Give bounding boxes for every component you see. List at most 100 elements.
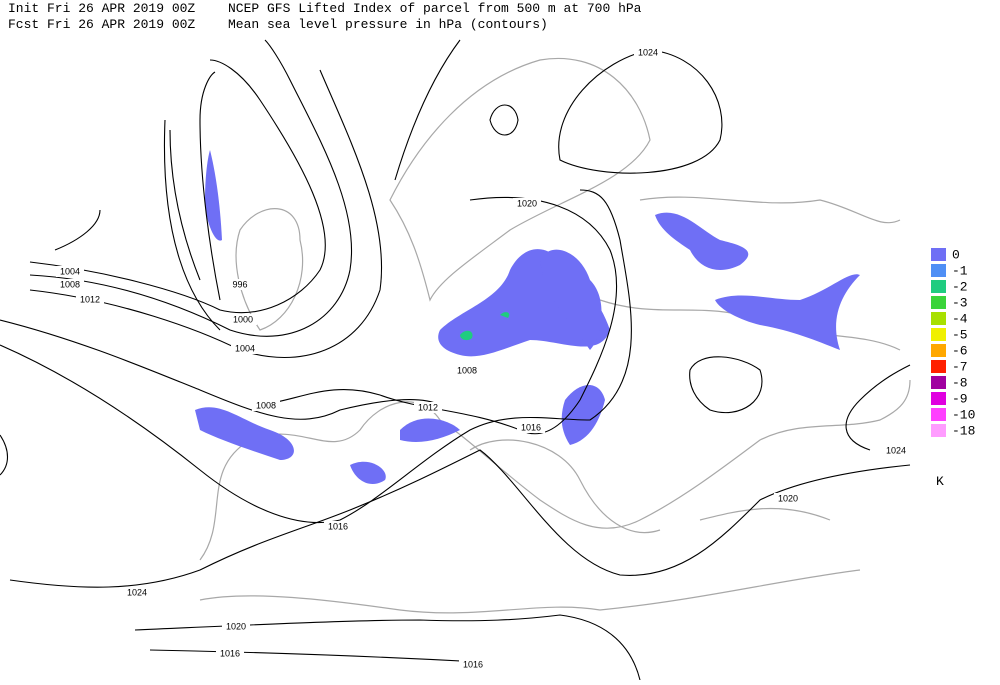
contour-label-bg [517, 422, 545, 433]
isobar [558, 49, 723, 174]
legend-label: -18 [952, 423, 975, 438]
legend-label: -7 [952, 359, 968, 374]
contour-label-bg [513, 198, 541, 209]
legend-label: 0 [952, 247, 960, 262]
legend-swatch [931, 424, 946, 437]
legend-label: -8 [952, 375, 968, 390]
legend-swatch [931, 248, 946, 261]
contour-label-bg [226, 279, 254, 290]
contour-label: 1024 [886, 445, 906, 455]
legend-swatch [931, 296, 946, 309]
contour-labels: 1024102010041008101299610001004100810081… [56, 47, 910, 670]
contour-label: 1008 [457, 365, 477, 375]
contour-label-bg [229, 314, 257, 325]
isobar [163, 39, 461, 331]
unstable-area [561, 385, 605, 445]
isobar [259, 196, 618, 435]
contour-label-bg [252, 400, 280, 411]
contour-label-bg [222, 621, 250, 632]
legend-label: -2 [952, 279, 968, 294]
contour-label: 1012 [418, 402, 438, 412]
contour-label: 1000 [233, 314, 253, 324]
legend-swatch [931, 376, 946, 389]
init-line: Init Fri 26 APR 2019 00Z [8, 1, 195, 16]
unstable-area [540, 249, 602, 350]
legend-label: -1 [952, 263, 968, 278]
contour-label-bg [76, 294, 104, 305]
unstable-area [205, 150, 222, 241]
unstable-area [350, 461, 386, 485]
contour-label: 1004 [235, 343, 255, 353]
isobar [0, 319, 441, 420]
coastline [469, 439, 831, 534]
contour-label: 1016 [220, 648, 240, 658]
contour-label: 1016 [463, 659, 483, 669]
contour-label-bg [216, 648, 244, 659]
isobar [689, 356, 763, 414]
legend-swatch [931, 328, 946, 341]
contour-label: 1008 [256, 400, 276, 410]
isobar [29, 39, 353, 337]
contour-label-bg [231, 343, 259, 354]
unstable-area [195, 407, 294, 460]
map-title: NCEP GFS Lifted Index of parcel from 500… [228, 1, 642, 16]
contour-label: 1020 [517, 198, 537, 208]
fcst-line: Fcst Fri 26 APR 2019 00Z [8, 17, 195, 32]
unstable-area [400, 418, 460, 442]
legend-unit: K [936, 474, 944, 489]
isobar [29, 59, 326, 314]
isobar [169, 71, 221, 301]
contour-label: 1016 [521, 422, 541, 432]
contour-label: 1012 [80, 294, 100, 304]
isobar [9, 449, 911, 588]
contour-label-bg [414, 402, 442, 413]
legend-label: -9 [952, 391, 968, 406]
legend-label: -6 [952, 343, 968, 358]
legend-swatch [931, 264, 946, 277]
legend-swatch [931, 312, 946, 325]
legend-label: -10 [952, 407, 975, 422]
coastline [199, 569, 861, 614]
isobars [0, 39, 911, 681]
legend-label: -3 [952, 295, 968, 310]
contour-label: 1016 [328, 521, 348, 531]
unstable-core [460, 312, 510, 341]
contour-label-bg [459, 659, 487, 670]
map-subtitle: Mean sea level pressure in hPa (contours… [228, 17, 548, 32]
contour-label: 1020 [778, 493, 798, 503]
isobar [489, 104, 519, 136]
isobar [149, 649, 481, 663]
contour-label-bg [324, 521, 352, 532]
isobar [54, 209, 911, 451]
isobar [0, 434, 9, 476]
contour-label: 1024 [127, 587, 147, 597]
contour-label: 1008 [60, 279, 80, 289]
contour-label-bg [634, 47, 662, 58]
unstable-area [655, 212, 749, 270]
instability-areas [195, 150, 860, 485]
isobar [134, 614, 641, 681]
legend-swatch [931, 280, 946, 293]
contour-label: 996 [232, 279, 247, 289]
legend-swatch [931, 360, 946, 373]
isobar [0, 189, 632, 524]
legend-swatch [931, 344, 946, 357]
legend-swatch [931, 392, 946, 405]
legend-swatch [931, 408, 946, 421]
legend-label: -5 [952, 327, 968, 342]
contour-label-bg [123, 587, 151, 598]
contour-label-bg [882, 445, 910, 456]
contour-label: 1024 [638, 47, 658, 57]
contour-label-bg [56, 279, 84, 290]
contour-label-bg [453, 365, 481, 376]
contour-label: 1004 [60, 266, 80, 276]
coastline [389, 57, 651, 302]
legend-label: -4 [952, 311, 968, 326]
contour-label-bg [56, 266, 84, 277]
isobar [29, 69, 383, 358]
contour-label-bg [774, 493, 802, 504]
contour-label: 1020 [226, 621, 246, 631]
legend: 0-1-2-3-4-5-6-7-8-9-10-18 [931, 247, 975, 438]
unstable-area [715, 274, 860, 350]
